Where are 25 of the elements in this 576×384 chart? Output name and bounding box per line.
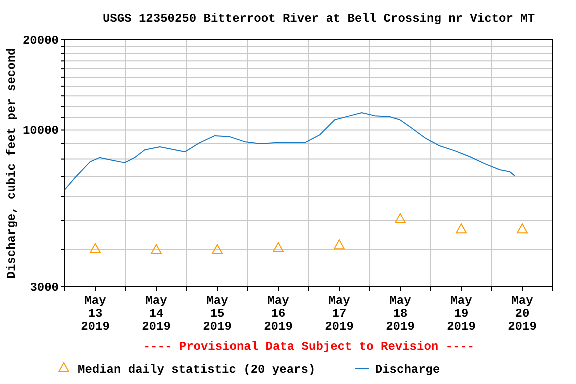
x-tick-label: May 18 2019	[386, 294, 415, 334]
y-tick-label: 20000	[22, 34, 59, 48]
point	[517, 224, 528, 234]
point	[151, 244, 162, 254]
chart-title: USGS 12350250 Bitterroot River at Bell Crossing nr Victor MT	[102, 12, 536, 26]
legend-label: Discharge	[375, 363, 440, 377]
x-tick-label: May 14 2019	[142, 294, 171, 334]
x-tick-label: May 16 2019	[264, 294, 293, 334]
point	[90, 243, 101, 254]
point	[395, 213, 406, 224]
x-tick-label: May 19 2019	[447, 294, 476, 334]
y-axis-title: Discharge, cubic feet per second	[5, 48, 19, 279]
point	[273, 242, 284, 252]
point	[456, 224, 467, 234]
x-tick-label: May 20 2019	[508, 294, 537, 334]
point	[212, 244, 223, 254]
text: ---- Provisional Data Subject to Revision ----	[143, 340, 475, 354]
y-tick-label: 3000	[30, 281, 59, 295]
x-tick-label: May 15 2019	[203, 294, 232, 334]
legend-label: Median daily statistic (20 years)	[78, 363, 316, 377]
x-tick-label: May 17 2019	[325, 294, 354, 334]
line-series	[64, 112, 516, 190]
y-tick-label: 10000	[22, 124, 59, 138]
x-tick-label: May 13 2019	[81, 294, 110, 334]
point	[334, 240, 345, 250]
